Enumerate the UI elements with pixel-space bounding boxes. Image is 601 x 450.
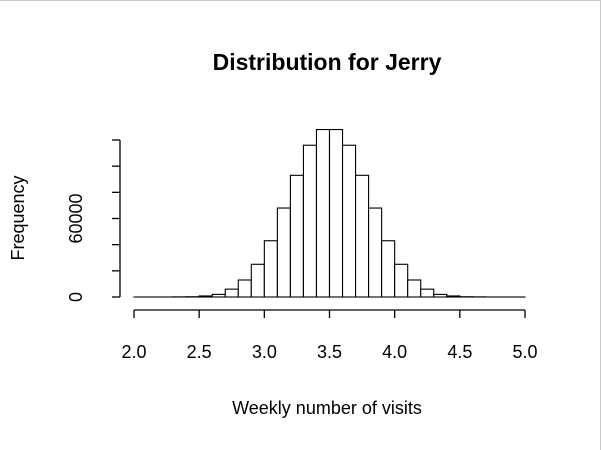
histogram-bar bbox=[211, 293, 226, 298]
histogram-bar bbox=[315, 128, 331, 298]
histogram-bar bbox=[394, 263, 409, 298]
x-tick-label: 3.0 bbox=[252, 342, 277, 362]
histogram-bar bbox=[355, 174, 370, 298]
x-tick-label: 4.0 bbox=[382, 342, 407, 362]
histogram-bar bbox=[237, 279, 252, 298]
histogram-bar bbox=[289, 174, 304, 298]
histogram-bar bbox=[263, 240, 278, 298]
histogram-bars bbox=[133, 128, 526, 298]
histogram-bar bbox=[446, 295, 461, 298]
y-axis-label: Frequency bbox=[8, 175, 28, 260]
histogram-bar bbox=[341, 144, 357, 298]
x-tick-label: 4.5 bbox=[447, 342, 472, 362]
histogram-bar bbox=[368, 207, 383, 298]
histogram-bar bbox=[433, 293, 448, 298]
histogram-bar bbox=[420, 288, 435, 298]
x-tick-label: 2.5 bbox=[187, 342, 212, 362]
x-tick-label: 3.5 bbox=[317, 342, 342, 362]
histogram-bar bbox=[276, 207, 291, 298]
histogram-bar bbox=[381, 240, 396, 298]
histogram-bar bbox=[407, 279, 422, 298]
x-tick-label: 5.0 bbox=[512, 342, 537, 362]
x-tick-label: 2.0 bbox=[121, 342, 146, 362]
x-axis-label: Weekly number of visits bbox=[232, 398, 422, 418]
histogram-bar bbox=[198, 295, 213, 298]
x-axis: 2.0 2.5 3.0 3.5 4.0 4.5 5.0 bbox=[121, 309, 538, 362]
y-tick-label: 0 bbox=[66, 292, 86, 302]
histogram-bar bbox=[302, 144, 318, 298]
chart-title: Distribution for Jerry bbox=[213, 49, 442, 75]
histogram-bar bbox=[224, 288, 239, 298]
y-tick-label: 60000 bbox=[66, 193, 86, 243]
histogram-bar bbox=[250, 263, 265, 298]
histogram-bar bbox=[328, 128, 344, 298]
y-axis: 0 60000 bbox=[66, 139, 121, 302]
